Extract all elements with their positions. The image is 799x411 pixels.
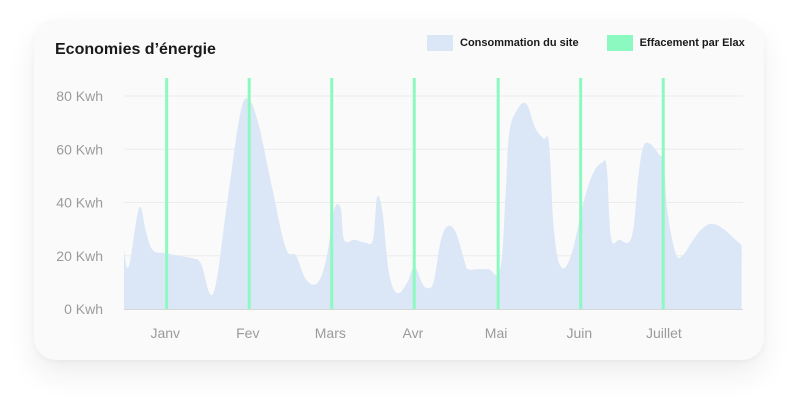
effacement-marker-7 [661, 78, 665, 309]
effacement-marker-6 [579, 78, 583, 309]
effacement-marker-3 [330, 78, 334, 309]
legend-label-consommation: Consommation du site [460, 37, 579, 49]
legend-item-effacement[interactable]: Effacement par Elax [606, 35, 745, 51]
legend-label-effacement: Effacement par Elax [639, 37, 745, 49]
y-tick-label: 40 Kwh [56, 195, 103, 211]
effacement-marker-5 [496, 78, 500, 309]
x-tick-label: Avr [402, 325, 423, 341]
chart-title: Economies d’énergie [55, 41, 216, 58]
y-tick-label: 60 Kwh [56, 141, 103, 157]
effacement-marker-1 [165, 78, 169, 309]
chart-legend: Consommation du site Effacement par Elax [427, 35, 745, 51]
x-tick-label: Janv [150, 325, 180, 341]
consommation-area [124, 98, 742, 309]
legend-swatch-effacement [606, 35, 633, 51]
legend-item-consommation[interactable]: Consommation du site [427, 35, 579, 51]
legend-swatch-consommation [427, 35, 453, 51]
y-tick-label: 0 Kwh [64, 301, 103, 317]
x-tick-label: Juillet [646, 325, 682, 341]
x-tick-label: Juin [566, 325, 592, 341]
y-tick-label: 20 Kwh [56, 248, 103, 264]
effacement-marker-4 [412, 78, 416, 309]
y-tick-label: 80 Kwh [56, 88, 103, 104]
x-tick-label: Mars [315, 325, 346, 341]
x-tick-label: Fev [236, 325, 259, 341]
effacement-marker-2 [247, 78, 251, 309]
x-tick-label: Mai [485, 325, 508, 341]
